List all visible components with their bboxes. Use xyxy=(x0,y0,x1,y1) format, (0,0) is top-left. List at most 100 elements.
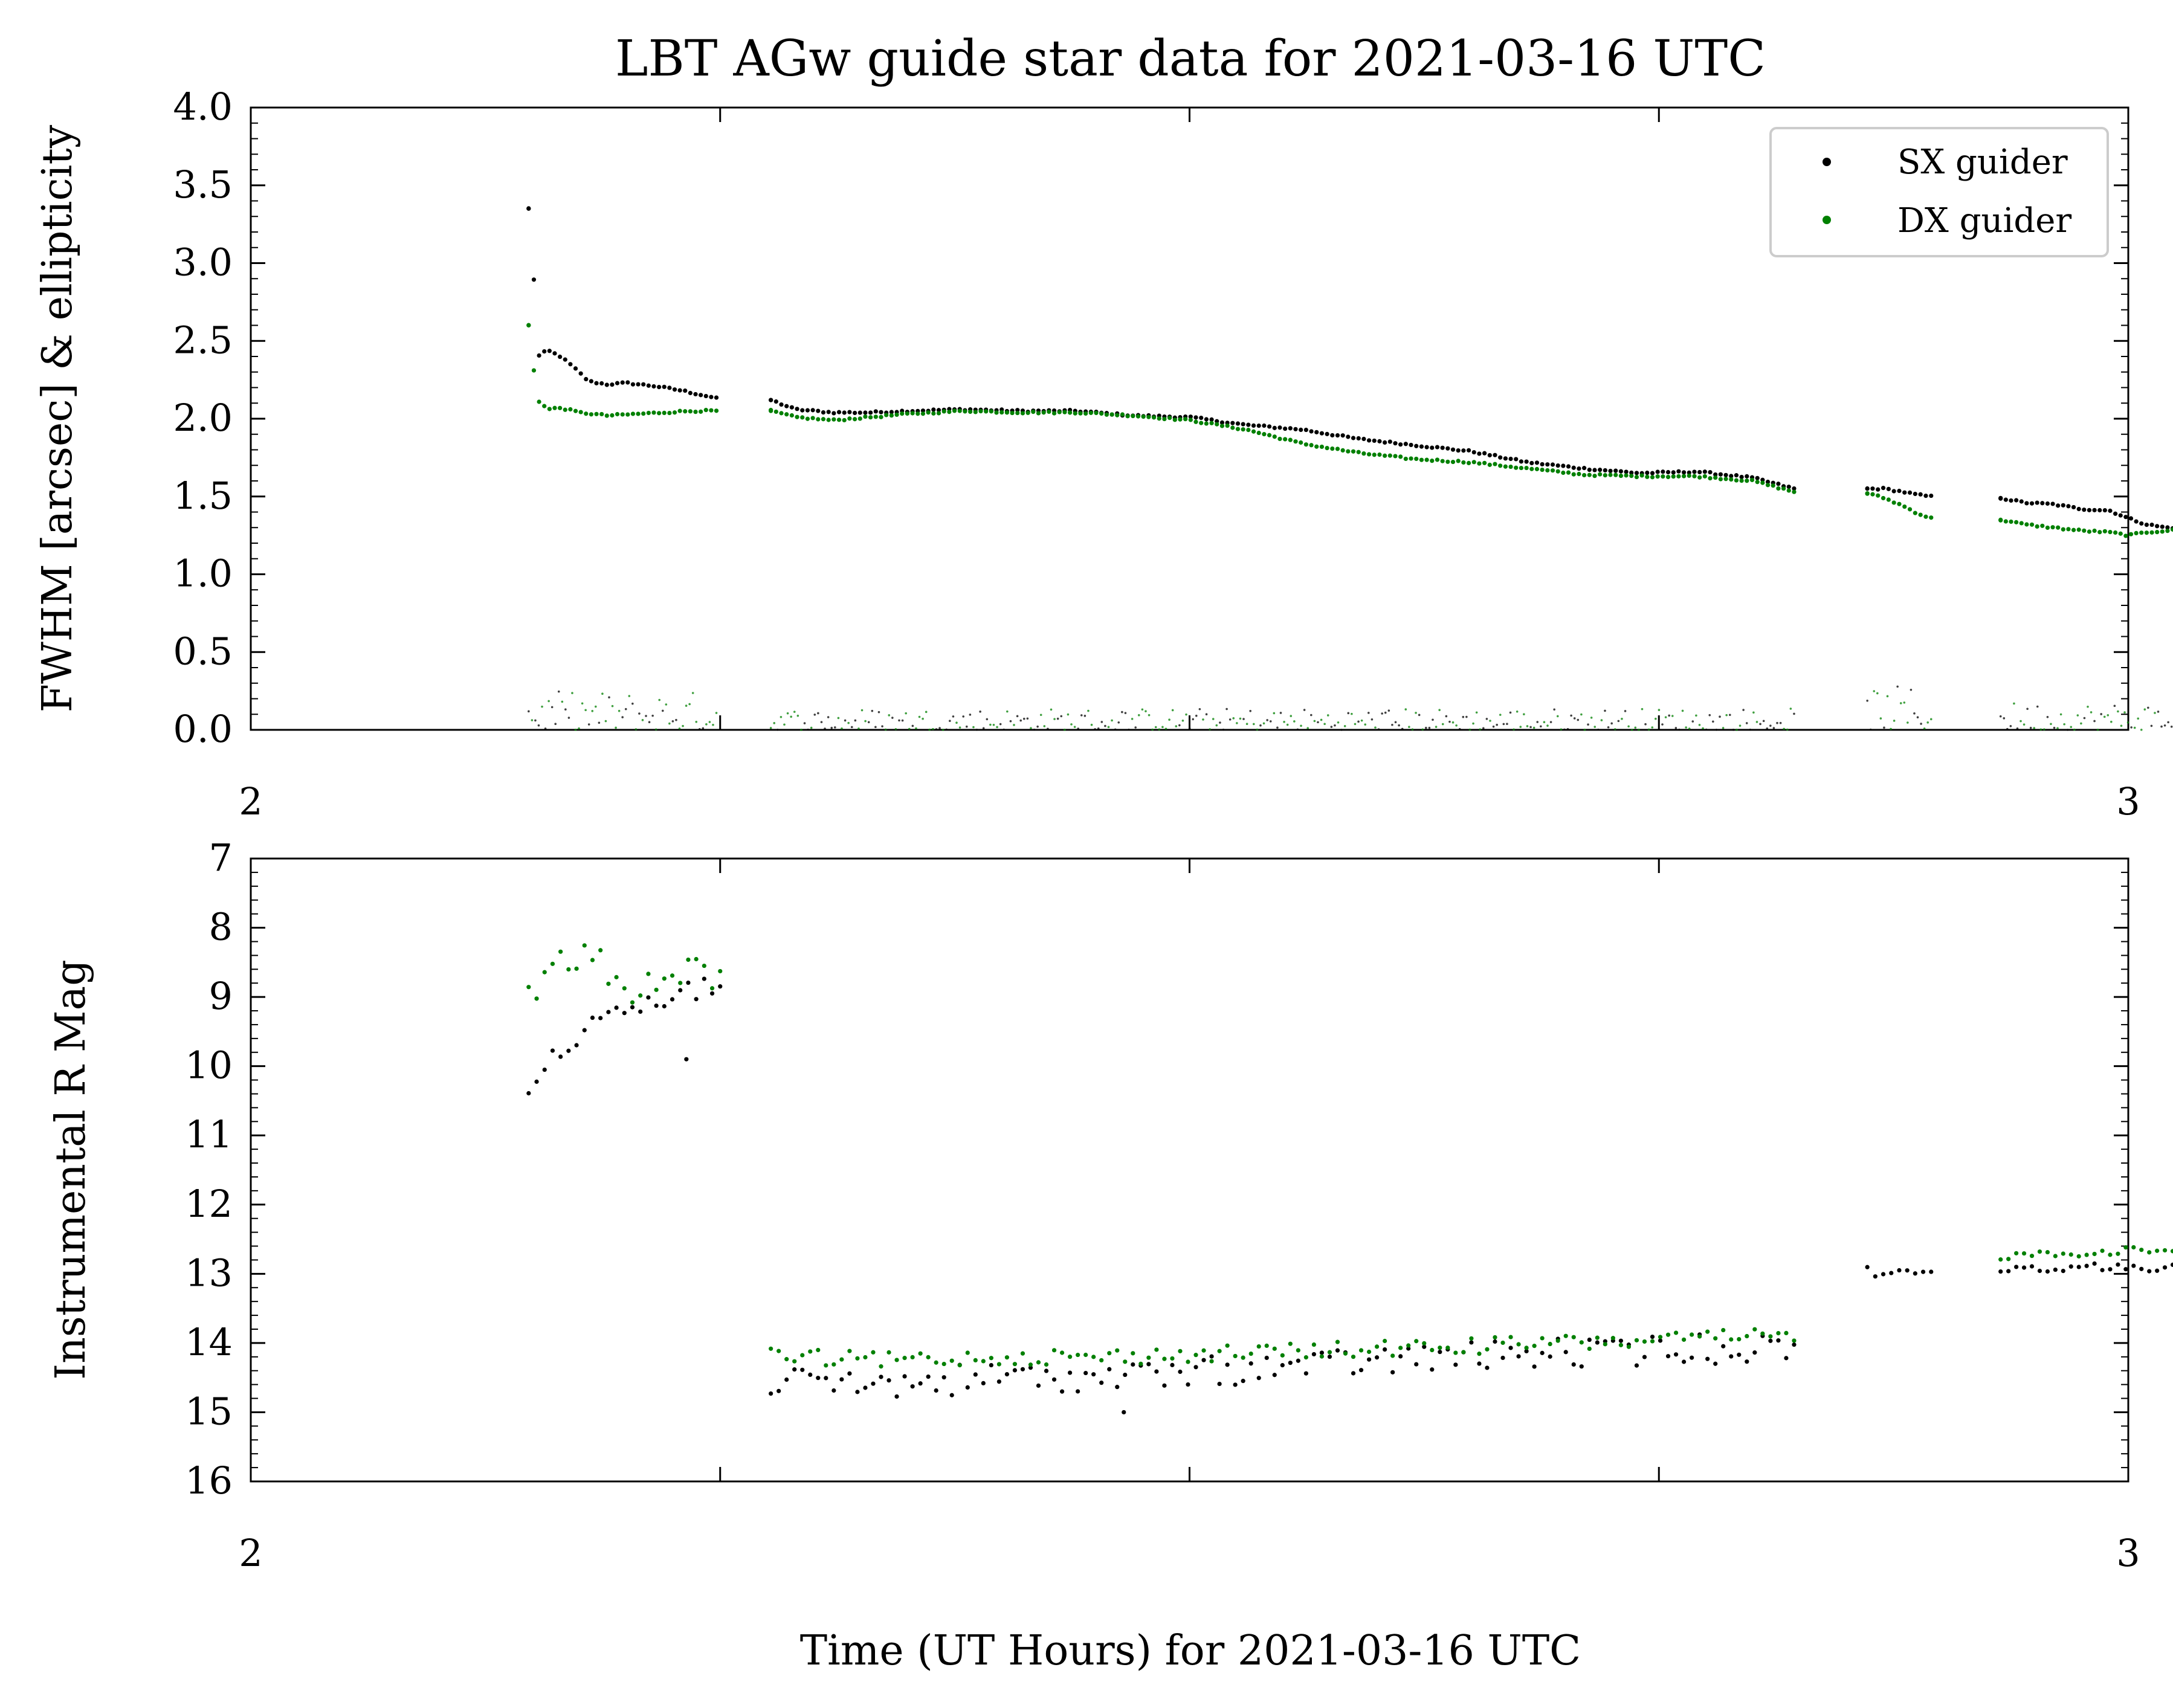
mag-point xyxy=(831,1388,836,1393)
mag-point xyxy=(622,986,627,991)
ellipticity-point xyxy=(615,726,617,729)
mag-point xyxy=(694,997,699,1002)
fwhm-point xyxy=(1734,473,1739,478)
fwhm-point xyxy=(1419,457,1424,462)
fwhm-point xyxy=(1534,460,1540,465)
ellipticity-point xyxy=(705,723,708,726)
fwhm-point xyxy=(1865,491,1870,496)
fwhm-point xyxy=(1650,471,1655,475)
fwhm-point xyxy=(2118,531,2123,536)
fwhm-point xyxy=(2029,522,2035,527)
ellipticity-point xyxy=(1678,729,1681,731)
fwhm-point xyxy=(1540,462,1545,467)
fwhm-point xyxy=(1424,445,1429,450)
ellipticity-point xyxy=(1624,710,1627,712)
fwhm-point xyxy=(1466,460,1471,466)
fwhm-point xyxy=(1272,425,1277,430)
mag-point xyxy=(1343,1351,1348,1356)
ellipticity-point xyxy=(1320,718,1323,721)
mag-point xyxy=(2131,1263,2136,1268)
mag-point xyxy=(839,1357,844,1362)
fwhm-point xyxy=(1902,490,1907,495)
ellipticity-point xyxy=(2006,727,2009,730)
fwhm-point xyxy=(1340,448,1345,453)
fwhm-point xyxy=(2040,523,2045,528)
fwhm-point xyxy=(1566,464,1571,469)
ellipticity-point xyxy=(2123,711,2126,714)
fwhm-point xyxy=(1723,477,1728,482)
mag-point xyxy=(879,1364,883,1369)
mag-point xyxy=(2045,1249,2050,1255)
mag-point xyxy=(1351,1371,1356,1376)
mag-point xyxy=(1209,1354,1214,1359)
fwhm-point xyxy=(2128,532,2134,537)
fwhm-point xyxy=(1241,427,1245,432)
fwhm-point xyxy=(1262,432,1267,437)
ellipticity-point xyxy=(1772,727,1775,729)
ellipticity-point xyxy=(1705,728,1708,731)
ellipticity-point xyxy=(2157,711,2160,713)
ellipticity-point xyxy=(1269,720,1272,723)
fwhm-point xyxy=(1897,501,1902,506)
fwhm-point xyxy=(1598,472,1603,477)
mag-point xyxy=(1642,1339,1647,1344)
mag-point xyxy=(949,1393,954,1397)
ellipticity-point xyxy=(1242,718,1245,720)
ellipticity-point xyxy=(1472,722,1474,725)
fwhm-point xyxy=(1765,483,1771,488)
ellipticity-point xyxy=(1195,714,1198,717)
ellipticity-point xyxy=(911,724,914,727)
fwhm-point xyxy=(773,409,778,414)
mag-point xyxy=(2053,1267,2058,1272)
mag-point xyxy=(1642,1355,1647,1359)
ellipticity-point xyxy=(1556,715,1559,718)
ellipticity-point xyxy=(2150,724,2153,727)
fwhm-point xyxy=(1366,452,1372,457)
ellipticity-point xyxy=(1674,727,1677,729)
fwhm-point xyxy=(558,405,563,410)
fwhm-point xyxy=(1998,495,2003,500)
bottom-plot-frame xyxy=(250,857,2129,1483)
ellipticity-point xyxy=(905,712,907,715)
fwhm-point xyxy=(2144,523,2149,527)
mag-point xyxy=(1068,1355,1073,1359)
mag-point xyxy=(670,997,675,1002)
fwhm-point xyxy=(1870,492,1875,497)
ellipticity-point xyxy=(661,709,664,712)
fwhm-point xyxy=(947,410,952,414)
fwhm-point xyxy=(852,417,857,422)
mag-point xyxy=(1555,1338,1560,1343)
ellipticity-point xyxy=(1779,721,1782,724)
mag-point xyxy=(2147,1250,2152,1255)
ellipticity-point xyxy=(2170,725,2173,728)
mag-point xyxy=(558,1054,563,1059)
ellipticity-point xyxy=(2154,712,2156,714)
ellipticity-point xyxy=(2093,720,2096,723)
fwhm-point xyxy=(1745,479,1749,483)
mag-point xyxy=(2076,1265,2081,1269)
mag-point xyxy=(1524,1345,1529,1350)
fwhm-point xyxy=(615,411,620,417)
mag-point xyxy=(1193,1353,1198,1358)
fwhm-point xyxy=(1592,474,1597,479)
fwhm-point xyxy=(1519,459,1524,464)
ellipticity-point xyxy=(1158,728,1161,731)
fwhm-point xyxy=(1870,486,1875,491)
ellipticity-point xyxy=(1094,728,1096,730)
fwhm-point xyxy=(1608,468,1613,474)
fwhm-point xyxy=(699,393,703,398)
ellipticity-point xyxy=(972,726,975,729)
fwhm-point xyxy=(1372,438,1377,443)
fwhm-point xyxy=(1508,464,1513,469)
ellipticity-point xyxy=(1033,728,1036,731)
mag-point xyxy=(1745,1333,1749,1339)
fwhm-point xyxy=(1676,474,1681,479)
fwhm-point xyxy=(2108,530,2113,535)
fwhm-point xyxy=(2144,530,2149,535)
fwhm-point xyxy=(1246,427,1251,433)
ellipticity-point xyxy=(2140,729,2143,731)
ellipticity-point xyxy=(1725,714,1728,717)
mag-point xyxy=(1059,1389,1065,1394)
mag-point xyxy=(792,1359,797,1364)
fwhm-point xyxy=(1776,486,1781,491)
